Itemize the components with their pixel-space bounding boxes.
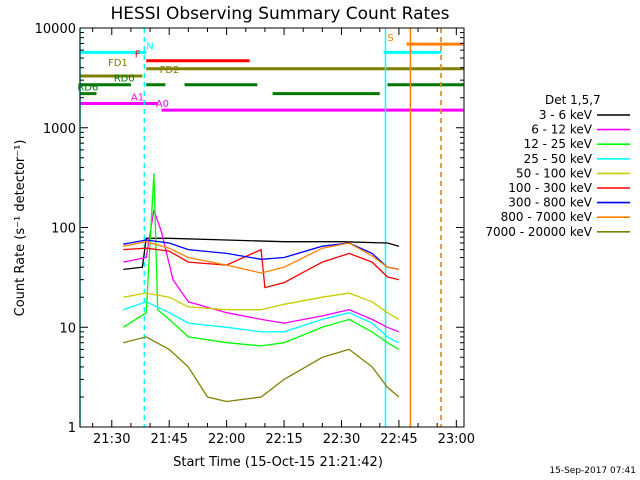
flag-bars: N S F FD1 FD2 RD0 RD6 A1 A0: [77, 33, 464, 112]
series-line-800-7000-kev: [123, 241, 400, 274]
x-tick-label: 21:30: [93, 432, 130, 447]
legend-label-300-800-kev: 300 - 800 keV: [508, 196, 592, 210]
x-tick-label: 23:00: [438, 432, 475, 447]
y-tick-label: 100: [51, 222, 76, 237]
y-tick-label: 10: [59, 321, 76, 336]
series-line-25-50-kev: [123, 301, 400, 344]
y-tick-label: 1: [68, 421, 76, 436]
y-axis-label: Count Rate (s⁻¹ detector⁻¹): [13, 140, 28, 317]
series-line-300-800-kev: [123, 239, 400, 271]
x-tick-label: 22:00: [208, 432, 245, 447]
x-axis-label: Start Time (15-Oct-15 21:21:42): [173, 455, 383, 470]
legend-label-3-6-kev: 3 - 6 keV: [539, 108, 593, 122]
x-tick-label: 22:30: [323, 432, 360, 447]
timestamp: 15-Sep-2017 07:41: [549, 466, 636, 476]
flag-label-f: F: [135, 50, 141, 61]
series-line-100-300-kev: [123, 247, 400, 289]
y-tick-label: 1000: [43, 122, 76, 137]
x-tick-label: 22:45: [380, 432, 417, 447]
x-tick-label: 21:45: [150, 432, 187, 447]
y-axis: 1 10 100 1000 10000: [35, 22, 464, 436]
legend-label-12-25-kev: 12 - 25 keV: [524, 137, 593, 151]
series-line-50-100-kev: [123, 292, 400, 320]
flag-label-rd6: RD6: [77, 83, 98, 94]
legend-label-800-7000-kev: 800 - 7000 keV: [501, 210, 593, 224]
legend-label-100-300-kev: 100 - 300 keV: [508, 181, 592, 195]
flag-label-s: S: [387, 33, 393, 44]
legend-label-7000-20000-kev: 7000 - 20000 keV: [485, 225, 592, 239]
legend-label-50-100-kev: 50 - 100 keV: [516, 166, 593, 180]
flag-label-fd2: FD2: [160, 65, 180, 76]
flag-label-a0: A0: [156, 99, 169, 110]
flag-label-a1: A1: [131, 93, 144, 104]
y-tick-label: 10000: [35, 22, 76, 37]
flag-label-n: N: [146, 41, 153, 52]
flag-label-fd1: FD1: [108, 58, 128, 69]
series-line-7000-20000-kev: [123, 336, 400, 403]
series-line-12-25-kev: [122, 173, 400, 350]
flag-label-rd0: RD0: [114, 74, 135, 85]
legend-label-6-12-kev: 6 - 12 keV: [531, 123, 593, 137]
x-tick-label: 22:15: [265, 432, 302, 447]
x-axis: 21:30 21:45 22:00 22:15 22:30 22:45 23:00: [92, 28, 475, 447]
data-series: [122, 173, 400, 403]
legend-title: Det 1,5,7: [545, 93, 601, 107]
chart-title: HESSI Observing Summary Count Rates: [110, 4, 449, 24]
legend-label-25-50-kev: 25 - 50 keV: [524, 152, 593, 166]
